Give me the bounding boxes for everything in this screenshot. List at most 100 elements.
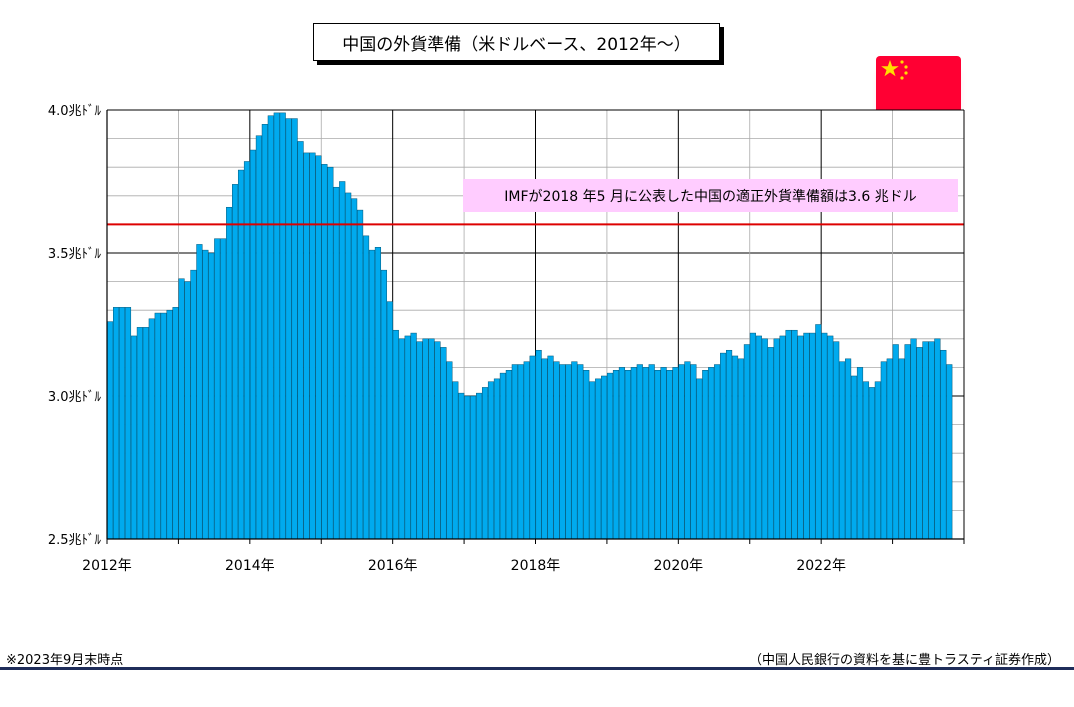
china-flag-icon [876, 56, 961, 118]
bar [333, 186, 340, 540]
bar [606, 372, 614, 540]
bar [470, 395, 477, 540]
bar [464, 395, 471, 540]
bar [785, 329, 792, 540]
bar [196, 244, 203, 540]
bar [886, 358, 893, 540]
bar [351, 198, 358, 540]
bar [761, 338, 768, 540]
bar [904, 344, 911, 540]
bar [839, 361, 846, 540]
bar [601, 375, 608, 540]
bar [577, 364, 584, 540]
bar [261, 124, 268, 540]
bar [773, 338, 780, 540]
bar [422, 338, 429, 540]
bar [458, 392, 465, 540]
bar [178, 278, 185, 540]
flag-small-star [904, 71, 908, 75]
footnote-date: ※2023年9月末時点 [6, 653, 124, 668]
bar [374, 247, 382, 540]
bar [654, 370, 661, 540]
bar [708, 367, 715, 540]
bar [315, 155, 322, 540]
bar [142, 327, 149, 540]
bar [130, 335, 138, 540]
bar [107, 321, 114, 540]
bar [243, 161, 251, 540]
bar [118, 307, 126, 540]
bar [440, 347, 447, 540]
x-tick-label: 2022年 [796, 558, 846, 574]
bar [779, 335, 786, 540]
bar [172, 307, 179, 540]
y-tick-label: 3.5兆ﾄﾞﾙ [48, 247, 102, 262]
bar [767, 347, 774, 540]
bar [416, 341, 423, 540]
bar [124, 307, 132, 540]
y-tick-label: 2.5兆ﾄﾞﾙ [48, 533, 102, 548]
bar [505, 370, 512, 540]
y-tick-label: 4.0兆ﾄﾞﾙ [48, 104, 102, 119]
bar [345, 192, 352, 540]
bar [803, 332, 810, 540]
bar [618, 367, 626, 540]
bar [862, 381, 870, 540]
bar [541, 358, 548, 540]
bar [285, 118, 292, 540]
x-tick-label: 2014年 [225, 558, 275, 574]
bar [868, 387, 875, 540]
bar [273, 112, 280, 540]
bar [684, 361, 691, 540]
bar [327, 166, 334, 540]
flag-small-star [900, 60, 904, 64]
bar [660, 367, 667, 540]
bar [833, 341, 840, 540]
bar [184, 281, 191, 540]
bar [636, 364, 643, 540]
bar [642, 367, 649, 540]
bar [398, 338, 405, 540]
bar [487, 381, 495, 540]
bar [535, 349, 542, 540]
bar [511, 364, 518, 540]
bar [380, 269, 387, 540]
bar [434, 341, 441, 540]
bar [499, 372, 506, 540]
bar [827, 335, 834, 540]
bar [702, 370, 709, 540]
bar [571, 361, 578, 540]
bar [428, 338, 435, 540]
bar [934, 338, 941, 540]
bar [529, 355, 536, 540]
x-tick-label: 2020年 [654, 558, 704, 574]
bar [190, 269, 197, 540]
bar [856, 367, 864, 540]
bar [648, 364, 655, 540]
bar [565, 364, 572, 540]
bar [821, 332, 828, 540]
bar [815, 324, 822, 540]
bar [357, 209, 364, 540]
bar [880, 361, 887, 540]
bar [624, 370, 631, 540]
bar [160, 312, 167, 540]
flag-small-star [900, 76, 904, 80]
bar [386, 301, 393, 540]
bar [493, 378, 501, 540]
bar [267, 115, 274, 540]
bar [404, 335, 411, 540]
bar [237, 169, 245, 540]
bar [678, 364, 685, 540]
x-tick-label: 2012年 [82, 558, 132, 574]
bar [410, 332, 417, 540]
bar [279, 112, 286, 540]
x-tick-label: 2016年 [368, 558, 418, 574]
bar [916, 347, 923, 540]
bar [874, 381, 881, 540]
y-tick-label: 3.0兆ﾄﾞﾙ [48, 390, 102, 405]
bar [714, 364, 721, 540]
bar [940, 349, 947, 540]
bar [309, 152, 316, 540]
